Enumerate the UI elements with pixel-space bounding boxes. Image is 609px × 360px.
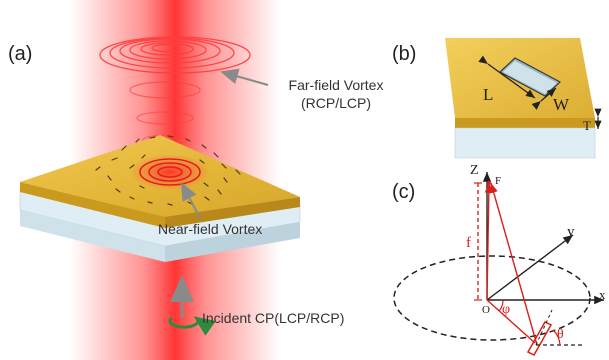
origin-label: O [482, 304, 490, 316]
circular-arrow-icon [168, 316, 216, 336]
panel-c [393, 172, 604, 356]
slit-element [526, 321, 553, 356]
vector-origin-slit [486, 299, 536, 344]
reference-ellipse [393, 255, 591, 341]
focal-length-label: f [466, 235, 471, 251]
slit-axis [535, 309, 553, 346]
width-label: W [553, 95, 570, 114]
incident-label: Incident CP(LCP/RCP) [202, 310, 345, 326]
panel-b-label: (b) [392, 43, 417, 65]
focus-point [487, 181, 491, 185]
vector-origin-focus [484, 182, 494, 301]
z-axis-label: Z [470, 163, 479, 178]
azimuth-label: φ [502, 302, 511, 317]
nanoslit-array [95, 135, 241, 206]
width-dimension [531, 87, 557, 110]
far-field-polarization: (RCP/LCP) [300, 95, 371, 111]
azimuth-arc [498, 299, 504, 312]
x-axis-label: x [599, 287, 606, 302]
near-field-pointer [181, 182, 201, 219]
substrate-right [165, 222, 300, 262]
panel-a [19, 0, 301, 360]
thickness-label: T [583, 118, 591, 133]
unit-cell-substrate [454, 127, 596, 159]
panel-b [445, 38, 602, 159]
length-dimension [478, 55, 536, 99]
unit-cell-gold-side [455, 118, 595, 128]
panel-a-label: (a) [8, 43, 33, 65]
panel-c-label: (c) [392, 181, 416, 203]
far-field-pointer [220, 68, 269, 86]
vector-slit-focus [489, 182, 538, 346]
y-axis [486, 234, 574, 301]
near-field-vortex [139, 158, 201, 186]
far-field-vortex [99, 36, 251, 146]
far-field-title: Far-field Vortex [288, 77, 384, 93]
y-axis-label: y [567, 224, 575, 240]
focus-label: F [495, 175, 502, 187]
far-field-label: Far-field Vortex (RCP/LCP) [268, 78, 404, 110]
orientation-arc [552, 329, 561, 346]
gold-film-right [165, 197, 300, 228]
substrate-front [20, 210, 165, 262]
near-field-label: Near-field Vortex [158, 221, 263, 237]
orientation-label: θ [557, 327, 564, 342]
gold-film-front [20, 182, 165, 228]
length-label: L [483, 85, 494, 104]
